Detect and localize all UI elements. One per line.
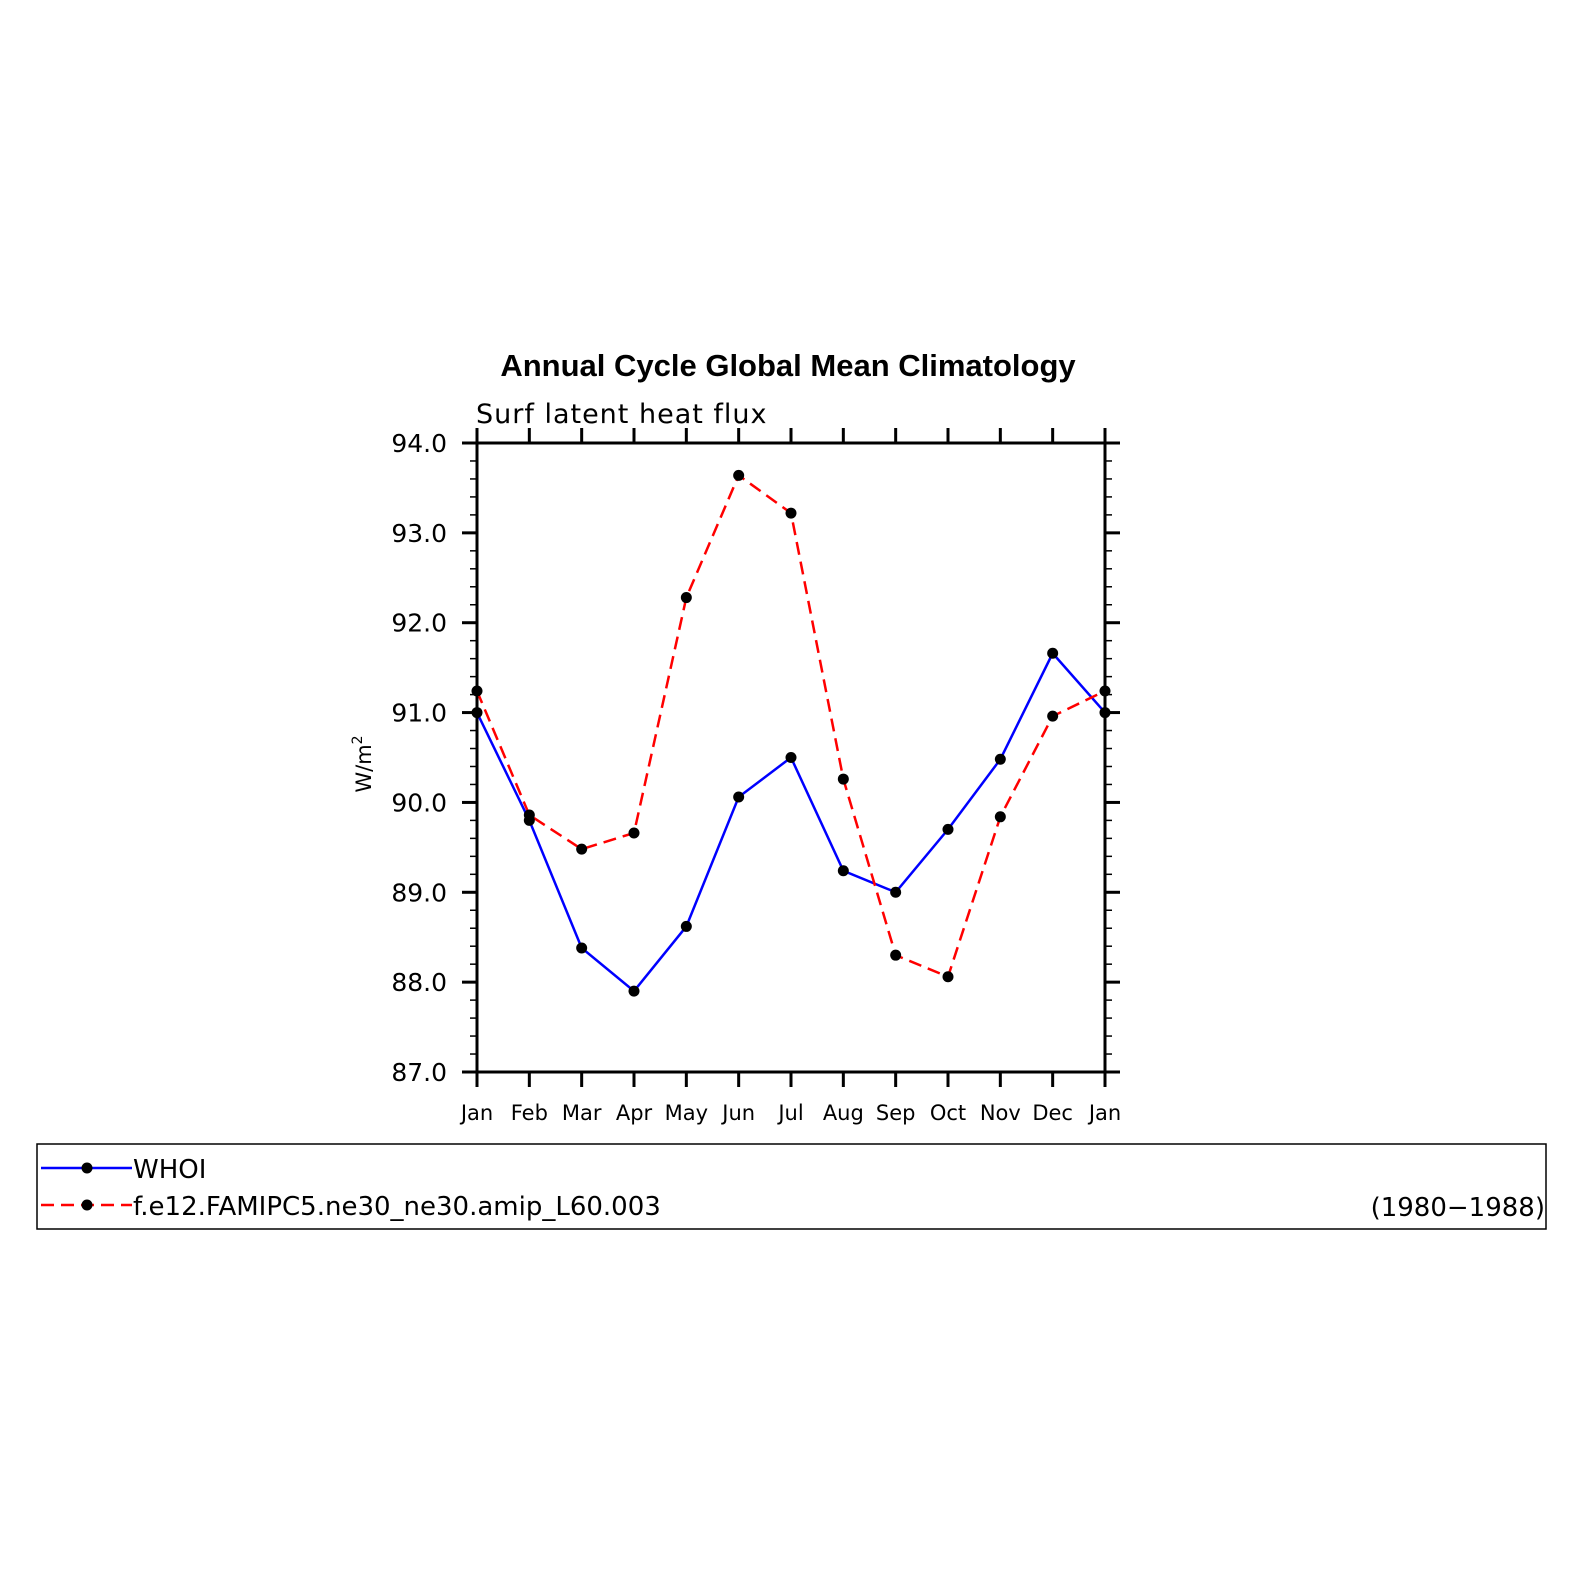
legend-box [36, 1143, 1547, 1230]
series-line-2 [475, 473, 1106, 979]
series-2-point [994, 811, 1006, 823]
legend-label-2: f.e12.FAMIPC5.ne30_ne30.amip_L60.003 [133, 1192, 661, 1222]
y-axis-label: W/m2 [350, 735, 376, 792]
legend-label-1: WHOI [133, 1155, 206, 1185]
y-tick-label: 91.0 [391, 699, 447, 728]
y-tick-label: 93.0 [391, 519, 447, 548]
chart-subtitle: Surf latent heat flux [476, 399, 768, 430]
x-tick-label: Aug [823, 1101, 864, 1125]
series-2-point [890, 949, 902, 961]
legend-items: WHOI f.e12.FAMIPC5.ne30_ne30.amip_L60.003 [41, 1155, 661, 1222]
series-2-point [523, 809, 535, 821]
y-tick-label: 92.0 [391, 609, 447, 638]
series-1-point [1047, 647, 1059, 659]
x-tick-label: Feb [511, 1101, 548, 1125]
y-tick-label: 94.0 [391, 429, 447, 458]
y-axis-ticks: 87.0 88.0 89.0 90.0 91.0 92.0 93.0 94.0 [391, 429, 1120, 1087]
x-tick-label: Nov [980, 1101, 1021, 1125]
legend-marker-1 [81, 1162, 93, 1174]
series-1-point [628, 985, 640, 997]
series-2-point [1099, 685, 1111, 697]
x-tick-label: Oct [930, 1101, 966, 1125]
x-tick-label: Sep [876, 1101, 916, 1125]
series-2-point [837, 773, 849, 785]
series-2-point [471, 685, 483, 697]
x-tick-label: Dec [1032, 1101, 1073, 1125]
series-1-point [680, 920, 692, 932]
x-tick-label: Mar [562, 1101, 602, 1125]
series-2-point [733, 469, 745, 481]
series-1-point [1099, 707, 1111, 719]
y-axis-label-superscript: 2 [350, 735, 366, 744]
chart-title: Annual Cycle Global Mean Climatology [500, 348, 1076, 383]
y-tick-label: 90.0 [391, 788, 447, 817]
series-2-point [785, 507, 797, 519]
series-1-point [994, 753, 1006, 765]
series-1-point [942, 823, 954, 835]
plot-area: 87.0 88.0 89.0 90.0 91.0 92.0 93.0 94.0 Jan Feb M… [391, 428, 1121, 1125]
series-layer [471, 469, 1111, 997]
legend: WHOI f.e12.FAMIPC5.ne30_ne30.amip_L60.003… [36, 1143, 1547, 1230]
series-2-point [628, 827, 640, 839]
series-1-point [471, 707, 483, 719]
x-tick-label: Jul [776, 1101, 803, 1125]
y-tick-label: 89.0 [391, 878, 447, 907]
legend-period: (1980−1988) [1371, 1193, 1545, 1223]
series-2-point [576, 843, 588, 855]
series-2-point [680, 592, 692, 604]
y-tick-label: 87.0 [391, 1058, 447, 1087]
series-line-1 [475, 651, 1106, 993]
series-1-point [576, 942, 588, 954]
x-axis-ticks: Jan Feb Mar Apr May Jun Jul Aug Sep Oct Nov Dec Jan [459, 428, 1121, 1125]
series-1-point [733, 791, 745, 803]
x-tick-label: May [665, 1101, 708, 1125]
series-2-point [942, 971, 954, 983]
x-tick-label: Jan [459, 1101, 493, 1125]
y-tick-label: 88.0 [391, 968, 447, 997]
x-tick-label: Jun [720, 1101, 755, 1125]
legend-marker-2 [81, 1199, 93, 1211]
series-1-point [837, 865, 849, 877]
series-1-point [785, 752, 797, 763]
series-1-point [890, 886, 902, 898]
x-tick-label: Apr [616, 1101, 653, 1125]
x-tick-label: Jan [1087, 1101, 1121, 1125]
series-2-point [1047, 710, 1059, 722]
